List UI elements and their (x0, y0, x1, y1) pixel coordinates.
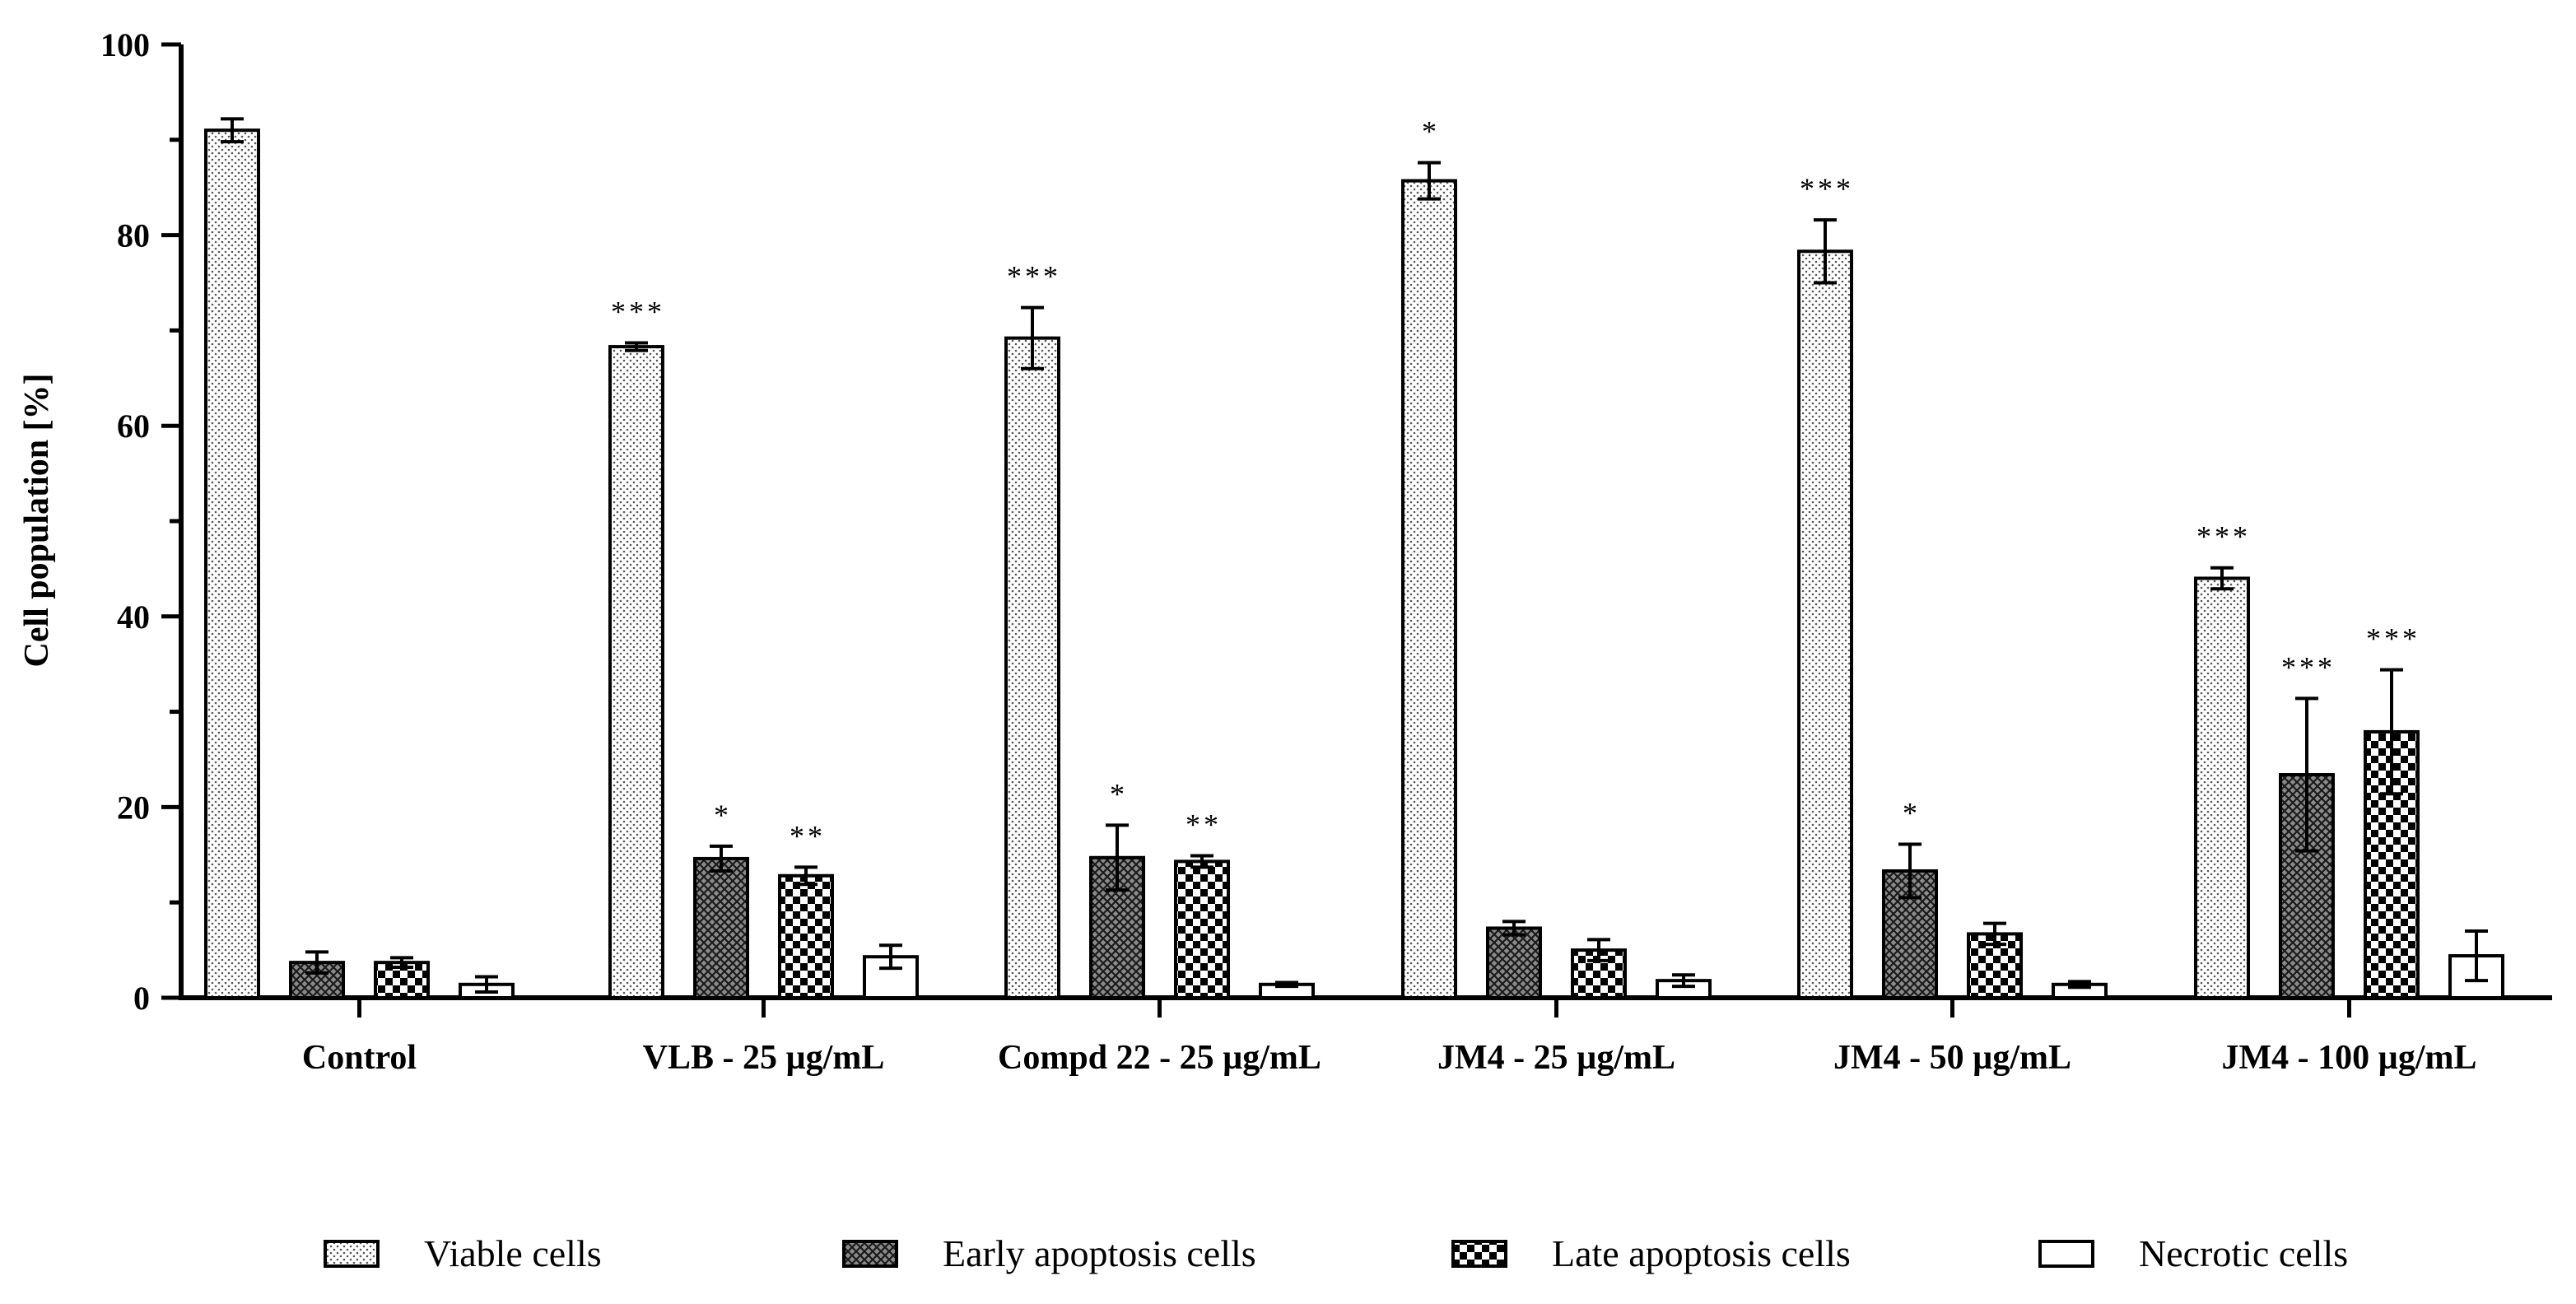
significance-label: *** (1800, 172, 1854, 205)
legend-label: Necrotic cells (2139, 1232, 2348, 1274)
legend-label: Viable cells (424, 1232, 602, 1274)
bar (1004, 336, 1060, 999)
bar (608, 345, 664, 999)
significance-label: ** (1186, 808, 1222, 841)
significance-label: ** (790, 819, 826, 852)
y-tick-label: 40 (117, 598, 150, 636)
bar (204, 128, 260, 1000)
y-tick-label: 0 (133, 980, 150, 1017)
legend-label: Early apoptosis cells (943, 1232, 1256, 1274)
category-label: Compd 22 - 25 µg/mL (998, 1039, 1321, 1077)
bar (1797, 249, 1853, 999)
significance-label: * (714, 799, 732, 831)
significance-label: * (1110, 777, 1128, 810)
significance-label: *** (2196, 520, 2251, 553)
y-tick-label: 100 (100, 26, 150, 63)
significance-label: *** (1007, 260, 1061, 293)
significance-label: *** (2281, 650, 2336, 683)
legend-swatch (1451, 1240, 1507, 1268)
y-axis-title: Cell population [%] (18, 373, 56, 667)
bar (1174, 859, 1230, 999)
category-label: JM4 - 25 µg/mL (1437, 1039, 1675, 1077)
category-labels: Control VLB - 25 µg/mL Compd 22 - 25 µg/mL… (302, 1039, 2477, 1077)
significance-label: *** (611, 295, 665, 328)
bar (1401, 179, 1457, 999)
category-label: JM4 - 50 µg/mL (1833, 1039, 2071, 1077)
y-tick-label: 20 (117, 789, 150, 826)
legend: Viable cells Early apoptosis cells Late ap… (324, 1232, 2348, 1274)
category-label: JM4 - 100 µg/mL (2222, 1039, 2477, 1077)
legend-label: Late apoptosis cells (1552, 1232, 1851, 1274)
category-label: VLB - 25 µg/mL (643, 1039, 885, 1077)
significance-label: *** (2366, 622, 2420, 655)
category-label: Control (302, 1039, 417, 1077)
bar (778, 873, 834, 999)
bars: ************************** (204, 115, 2504, 1000)
significance-label: * (1422, 115, 1440, 148)
bar (1486, 926, 1542, 999)
legend-swatch (842, 1240, 898, 1268)
bar (2194, 576, 2250, 999)
y-tick-label: 80 (117, 217, 150, 254)
bar (693, 856, 749, 999)
legend-swatch (324, 1240, 380, 1268)
significance-label: * (1903, 797, 1921, 830)
axes: 0 20 40 60 80 100 (100, 26, 2552, 1018)
y-tick-label: 60 (117, 408, 150, 445)
legend-swatch (2038, 1240, 2094, 1268)
